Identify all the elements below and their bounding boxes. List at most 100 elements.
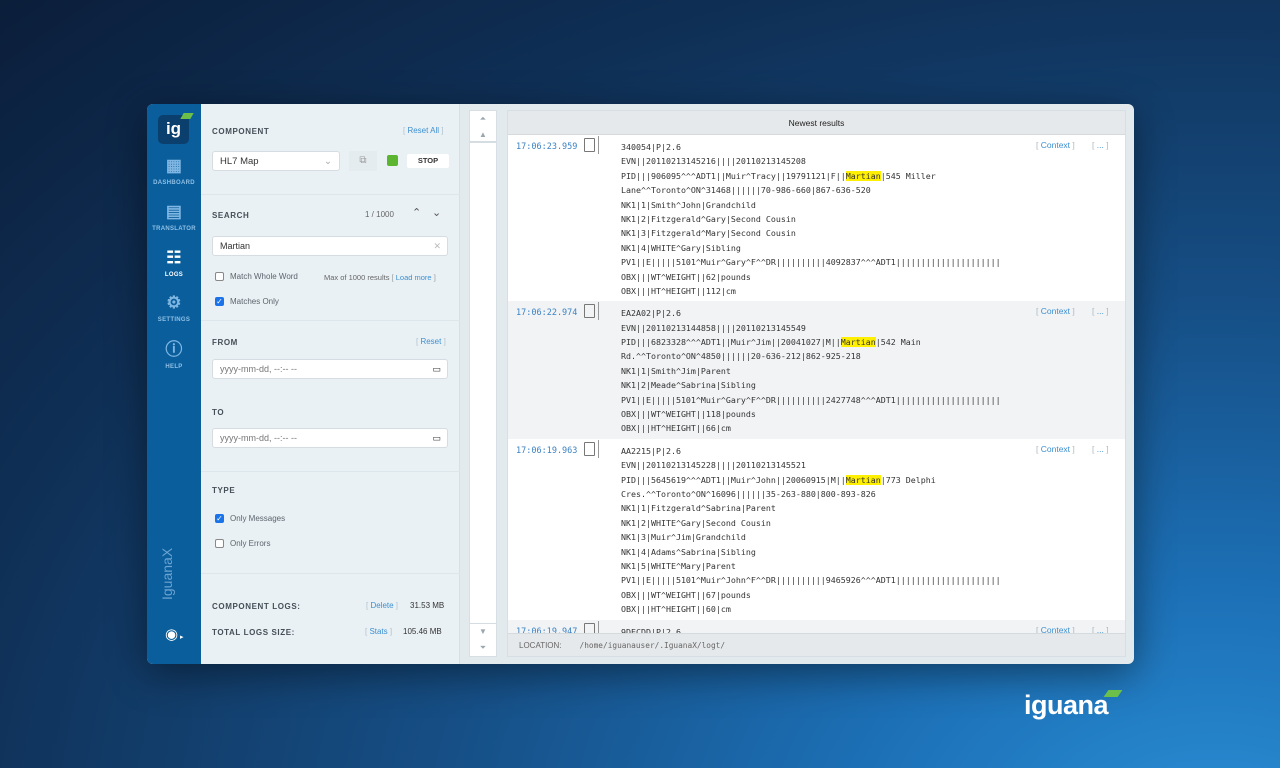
- total-logs-label: TOTAL LOGS SIZE:: [212, 628, 295, 637]
- context-link[interactable]: [ Context ]: [1036, 140, 1075, 150]
- message-line: Rd.^^Toronto^ON^4850||||||20-636-212|862…: [621, 351, 861, 362]
- stats-link[interactable]: [ Stats ]: [365, 627, 393, 636]
- message-line: Cres.^^Toronto^ON^16096||||||35-263-880|…: [621, 488, 876, 499]
- log-entry[interactable]: 17:06:19.963 [ Context ] [ ... ] AA2215|…: [508, 439, 1125, 620]
- nav-settings[interactable]: ⚙ SETTINGS: [147, 293, 201, 323]
- message-line: 340054|P|2.6: [621, 142, 681, 152]
- component-heading: COMPONENT: [212, 127, 270, 136]
- entry-timestamp[interactable]: 17:06:22.974: [516, 308, 578, 319]
- reset-date-link[interactable]: [ Reset ]: [416, 337, 446, 346]
- nav-label: LOGS: [164, 272, 184, 278]
- nav-translator[interactable]: ▤ TRANSLATOR: [147, 202, 201, 232]
- calendar-icon: ▭: [432, 433, 441, 443]
- message-line: PID|||6823328^^^ADT1||Muir^Jim||20041027…: [621, 337, 921, 348]
- translator-icon: ▤: [165, 202, 183, 221]
- more-link[interactable]: [ ... ]: [1092, 140, 1109, 150]
- message-line: EVN||20110213144858||||20110213145549: [621, 322, 806, 333]
- message-lines: AA2215|P|2.6 EVN||20110213145228||||20110…: [621, 444, 1125, 617]
- context-link[interactable]: [ Context ]: [1036, 443, 1075, 454]
- delete-logs-link[interactable]: [ Delete ]: [366, 601, 399, 610]
- results-scrollbar[interactable]: ⏶ ▲ ▼ ⏷: [469, 110, 497, 657]
- user-menu[interactable]: ◉ ▸: [165, 625, 184, 643]
- nav-help[interactable]: ⓘ HELP: [147, 340, 201, 370]
- message-line: OBX|||WT^WEIGHT||118|pounds: [621, 409, 756, 420]
- scroll-up-icon[interactable]: ▲: [470, 130, 496, 143]
- clear-icon[interactable]: ✕: [433, 241, 441, 251]
- more-link[interactable]: [ ... ]: [1092, 306, 1109, 317]
- search-highlight: Martian: [845, 474, 881, 485]
- context-link[interactable]: [ Context ]: [1036, 624, 1075, 635]
- entry-timestamp[interactable]: 17:06:19.963: [516, 445, 578, 456]
- app-window: ig ▦ DASHBOARD ▤ TRANSLATOR ☷ LOGS ⚙ SETTING…: [147, 104, 1134, 664]
- message-line: OBX|||HT^HEIGHT||66|cm: [621, 423, 731, 434]
- from-date-input[interactable]: yyyy-mm-dd, --:-- -- ▭: [212, 359, 448, 379]
- open-external-button[interactable]: ⧉: [349, 151, 377, 171]
- scroll-top-icon[interactable]: ⏶: [479, 114, 487, 123]
- nav-logs[interactable]: ☷ LOGS: [147, 248, 201, 278]
- checkbox-checked-icon: ✓: [215, 514, 224, 523]
- only-errors-checkbox[interactable]: Only Errors: [215, 539, 270, 548]
- search-count: 1 / 1000: [365, 210, 394, 219]
- stop-button[interactable]: STOP: [407, 154, 449, 168]
- message-line: EA2A02|P|2.6: [621, 308, 681, 319]
- search-input[interactable]: Martian ✕: [212, 236, 448, 256]
- logs-icon: ☷: [166, 248, 182, 267]
- results-panel: Newest results 17:06:23.959 [ Context ] …: [507, 110, 1126, 657]
- document-icon[interactable]: [584, 439, 599, 458]
- external-link-icon: ⧉: [359, 155, 367, 166]
- scroll-down-icon[interactable]: ▼: [470, 623, 496, 636]
- match-whole-word-checkbox[interactable]: Match Whole Word: [215, 272, 298, 281]
- entry-timestamp[interactable]: 17:06:19.947: [516, 626, 578, 637]
- matches-only-checkbox[interactable]: ✓ Matches Only: [215, 297, 279, 306]
- document-icon[interactable]: [584, 136, 599, 154]
- reset-all-link[interactable]: [ Reset All ]: [403, 126, 444, 135]
- entry-timestamp[interactable]: 17:06:23.959: [516, 142, 578, 152]
- type-heading: TYPE: [212, 486, 236, 495]
- caret-right-icon: ▸: [178, 634, 184, 641]
- nav-label: SETTINGS: [157, 317, 191, 323]
- message-line: NK1|5|WHITE^Mary|Parent: [621, 560, 736, 571]
- brand-name: IguanaX: [159, 547, 175, 601]
- help-icon: ⓘ: [165, 340, 183, 359]
- message-line: NK1|4|Adams^Sabrina|Sibling: [621, 546, 756, 557]
- results-header: Newest results: [508, 111, 1125, 135]
- chevron-down-icon: ⌄: [324, 156, 332, 167]
- to-date-input[interactable]: yyyy-mm-dd, --:-- -- ▭: [212, 428, 448, 448]
- message-line: NK1|3|Fitzgerald^Mary|Second Cousin: [621, 228, 796, 239]
- message-lines: 9DECDD|P|2.6: [621, 625, 1125, 639]
- message-line: AA2215|P|2.6: [621, 445, 681, 456]
- search-highlight: Martian: [845, 170, 881, 181]
- table-icon: ▦: [165, 156, 183, 175]
- more-link[interactable]: [ ... ]: [1092, 443, 1109, 454]
- scroll-bottom-icon[interactable]: ⏷: [479, 643, 487, 652]
- nav-dashboard[interactable]: ▦ DASHBOARD: [147, 156, 201, 186]
- log-entry[interactable]: 17:06:23.959 [ Context ] [ ... ] 340054|…: [508, 135, 1125, 301]
- checkbox-icon: [215, 272, 224, 281]
- context-link[interactable]: [ Context ]: [1036, 306, 1075, 317]
- message-line: NK1|1|Smith^Jim|Parent: [621, 365, 731, 376]
- nav-label: TRANSLATOR: [152, 226, 196, 232]
- component-select[interactable]: HL7 Map ⌄: [212, 151, 340, 171]
- message-line: NK1|2|Fitzgerald^Gary|Second Cousin: [621, 213, 796, 224]
- message-line: PV1||E|||||5101^Muir^John^F^^DR|||||||||…: [621, 575, 1001, 586]
- load-more-link[interactable]: Load more: [395, 273, 432, 282]
- next-match-button[interactable]: ⌄: [432, 207, 442, 219]
- message-line: OBX|||WT^WEIGHT||62|pounds: [621, 271, 751, 282]
- document-icon[interactable]: [584, 302, 599, 321]
- nav-label: HELP: [165, 364, 183, 370]
- component-logs-label: COMPONENT LOGS:: [212, 602, 301, 611]
- search-section: SEARCH 1 / 1000 ⌃ ⌄ Martian ✕ Match Whole…: [201, 195, 460, 321]
- gear-icon: ⚙: [166, 293, 182, 312]
- message-lines: 340054|P|2.6 EVN||20110213145216||||20110…: [621, 140, 1125, 298]
- user-icon: ◉: [165, 626, 179, 643]
- log-entry[interactable]: 17:06:22.974 [ Context ] [ ... ] EA2A02|…: [508, 301, 1125, 439]
- filter-panel: COMPONENT [ Reset All ] HL7 Map ⌄ ⧉ STOP …: [201, 104, 460, 664]
- search-highlight: Martian: [840, 337, 876, 348]
- previous-match-button[interactable]: ⌃: [412, 207, 422, 219]
- message-line: NK1|4|WHITE^Gary|Sibling: [621, 242, 741, 253]
- more-link[interactable]: [ ... ]: [1092, 624, 1109, 635]
- iguana-logo: iguana: [1024, 690, 1123, 721]
- total-logs-size: 105.46 MB: [403, 627, 442, 636]
- location-label: LOCATION:: [519, 641, 562, 650]
- only-messages-checkbox[interactable]: ✓ Only Messages: [215, 514, 286, 523]
